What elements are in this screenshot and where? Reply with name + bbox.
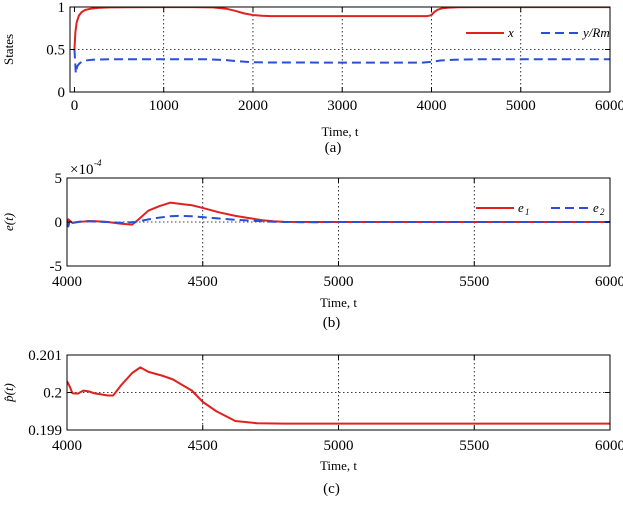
x-tick-label: 4000	[416, 98, 446, 114]
x-tick-label: 5000	[324, 438, 354, 454]
series-e2-line	[67, 214, 610, 228]
series-phat-line	[67, 366, 610, 425]
y-tick-label: 1	[58, 0, 66, 16]
y-tick-label: -5	[50, 259, 63, 275]
series-x-line	[73, 7, 610, 50]
panel-c: 4000 4500 5000 5500 6000 0.199 0.2 0.201 Time, t…	[1, 348, 623, 497]
x-axis-label: Time, t	[321, 124, 358, 139]
panel-caption: (a)	[325, 140, 342, 156]
legend-label: e	[593, 200, 599, 215]
exponent-label: ×10	[70, 162, 93, 178]
x-tick-label: 6000	[595, 274, 623, 290]
x-tick-label: 5500	[459, 274, 489, 290]
exponent-power: -4	[94, 158, 102, 168]
panel-caption: (c)	[323, 481, 340, 497]
x-tick-label: 5000	[324, 274, 354, 290]
x-tick-label: 6000	[595, 438, 623, 454]
x-tick-label: 5000	[506, 98, 536, 114]
legend-label: y/Rm	[581, 25, 610, 40]
y-axis-label: States	[1, 34, 16, 65]
x-tick-label: 0	[71, 98, 79, 114]
x-tick-label: 4000	[52, 438, 82, 454]
y-tick-label: 5	[55, 171, 63, 187]
panel-a: 0 1000 2000 3000 4000 5000 6000 0 0.5 1 Time, t Sta…	[1, 0, 623, 156]
legend-label-subscript: 1	[525, 207, 530, 217]
y-tick-label: 0.201	[28, 348, 62, 364]
panel-caption: (b)	[323, 315, 341, 331]
legend-label-subscript: 2	[600, 207, 605, 217]
y-tick-label: 0.5	[46, 43, 65, 59]
y-axis-label: e(t)	[1, 213, 16, 231]
x-tick-label: 3000	[327, 98, 357, 114]
y-axis-label: p̂(t)	[1, 383, 16, 403]
x-tick-label: 4000	[52, 274, 82, 290]
x-axis-label: Time, t	[320, 295, 357, 310]
x-axis-label: Time, t	[320, 458, 357, 473]
y-tick-label: 0.2	[43, 386, 62, 402]
y-tick-label: 0	[55, 215, 63, 231]
x-tick-label: 1000	[149, 98, 179, 114]
x-tick-label: 6000	[595, 98, 623, 114]
x-tick-label: 2000	[238, 98, 268, 114]
y-tick-label: 0.199	[28, 423, 62, 439]
y-tick-label: 0	[58, 85, 66, 101]
legend-label: x	[507, 25, 514, 40]
x-tick-label: 5500	[459, 438, 489, 454]
panel-b: 4000 4500 5000 5500 6000 -5 0 5 Time, t e(t) (b) ×1…	[1, 158, 623, 331]
x-tick-label: 4500	[188, 274, 218, 290]
series-yrm-line	[73, 49, 610, 75]
x-tick-label: 4500	[188, 438, 218, 454]
legend-label: e	[518, 200, 524, 215]
